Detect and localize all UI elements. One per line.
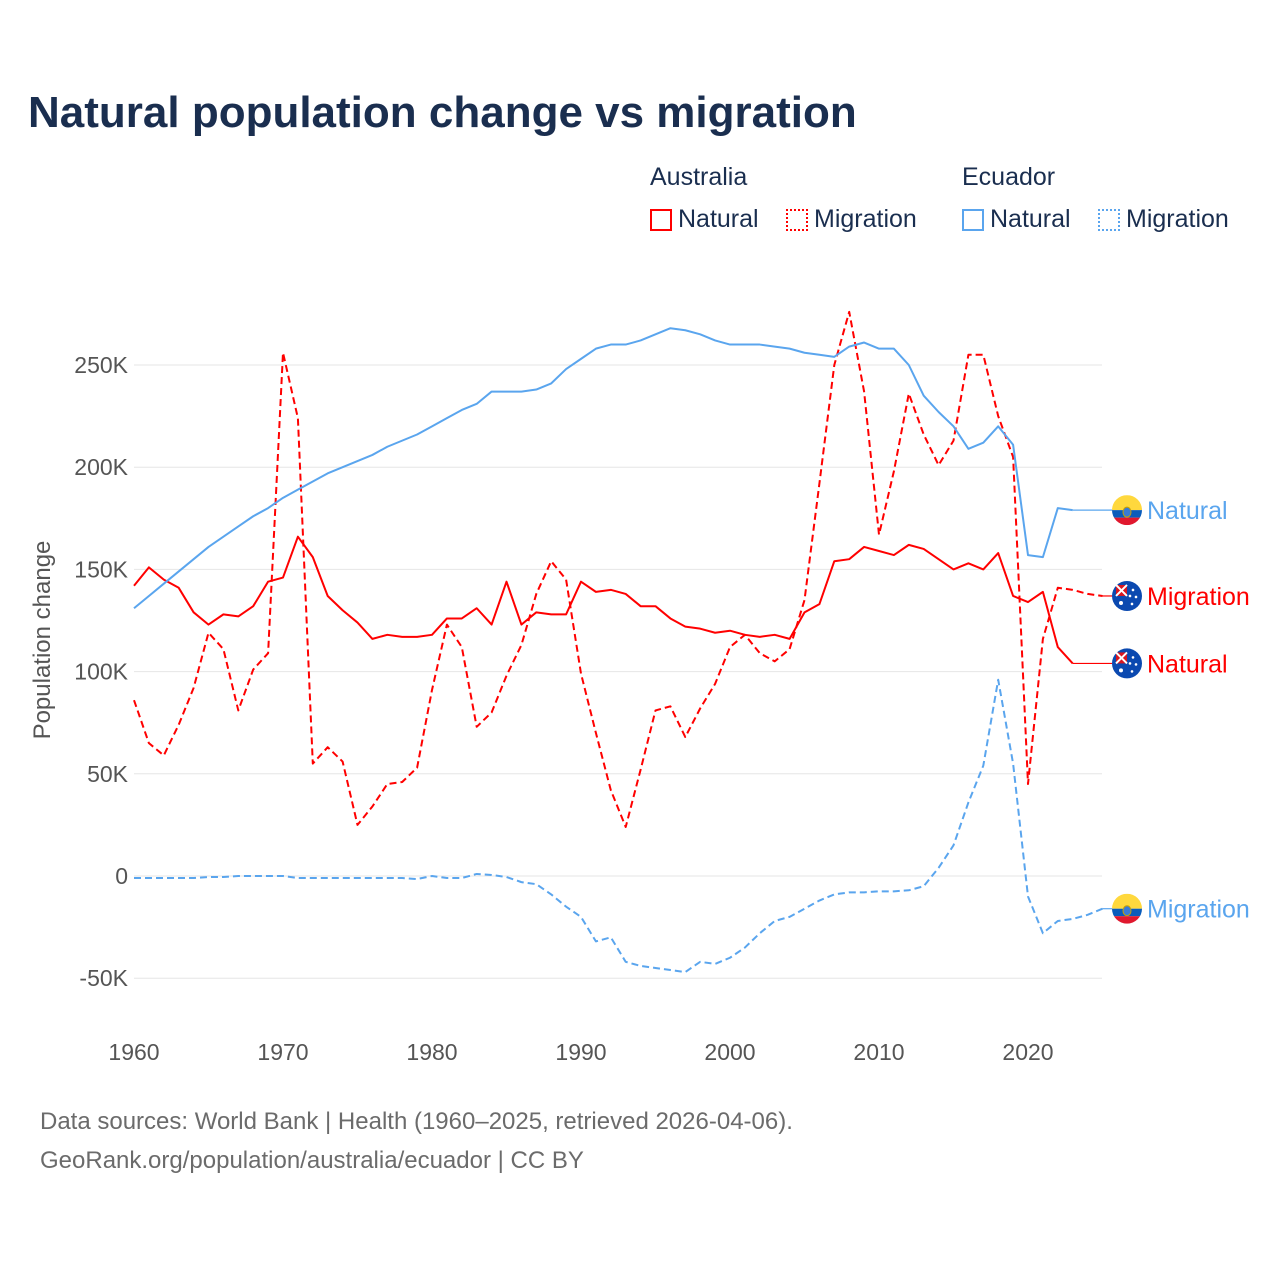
series-line-australia-natural — [133, 535, 1074, 665]
star — [1130, 602, 1134, 606]
ecuador-flag-icon — [1112, 893, 1142, 924]
stripe-red — [1112, 916, 1142, 924]
flag-stripes — [1112, 893, 1142, 924]
x-tick-label: 2000 — [704, 1039, 755, 1065]
x-tick-label: 1980 — [406, 1039, 457, 1065]
union-jack-cross — [1115, 584, 1128, 597]
x-tick-label: 1970 — [257, 1039, 308, 1065]
legend-group-australia: Australia — [650, 163, 748, 191]
footer-sources: Data sources: World Bank | Health (1960–… — [40, 1108, 793, 1135]
series-end-label: Migration — [1147, 896, 1250, 924]
x-tick-label: 1990 — [555, 1039, 606, 1065]
star — [1128, 662, 1132, 665]
y-tick-label: -50K — [79, 965, 128, 991]
star — [1134, 663, 1138, 666]
legend-ecuador-migration[interactable]: Migration — [1098, 205, 1229, 234]
y-tick-label: 250K — [74, 352, 128, 378]
australia-flag-icon — [1112, 580, 1142, 611]
series-end-label: Migration — [1147, 583, 1250, 611]
y-tick-label: 100K — [74, 659, 128, 685]
series-end-label: Natural — [1147, 497, 1228, 525]
star — [1130, 670, 1134, 673]
legend-swatch-dotted — [1098, 208, 1120, 231]
legend-group-ecuador: Ecuador — [962, 163, 1056, 191]
y-tick-label: 150K — [74, 556, 128, 582]
coat-of-arms — [1122, 506, 1132, 518]
ecuador-flag-icon — [1112, 495, 1142, 526]
series-line-australia-migration — [133, 310, 1103, 828]
union-jack-cross — [1115, 651, 1128, 665]
star — [1131, 656, 1135, 659]
flag-stripes — [1112, 495, 1142, 526]
x-tick-label: 2020 — [1002, 1039, 1053, 1065]
star — [1119, 668, 1123, 673]
series-line-ecuador-migration — [134, 678, 1103, 974]
legend-label: Natural — [678, 205, 759, 233]
star — [1131, 588, 1135, 592]
legend-label: Migration — [814, 205, 917, 233]
stripe-yellow — [1112, 495, 1142, 511]
coat-of-arms — [1122, 905, 1132, 917]
legend-swatch-dotted — [786, 208, 808, 231]
stripe-red — [1112, 517, 1142, 526]
legend-australia-natural[interactable]: Natural — [650, 205, 759, 234]
star — [1119, 600, 1123, 605]
star — [1134, 595, 1138, 599]
star — [1128, 594, 1132, 598]
legend-australia-migration[interactable]: Migration — [786, 205, 917, 234]
x-tick-label: 1960 — [108, 1039, 159, 1065]
footer-link[interactable]: GeoRank.org/population/australia/ecuador… — [40, 1147, 584, 1174]
legend-label: Migration — [1126, 205, 1229, 233]
series-line-ecuador-natural — [133, 327, 1073, 610]
legend-ecuador-natural[interactable]: Natural — [962, 205, 1071, 234]
australia-flag-icon — [1112, 648, 1142, 679]
legend-swatch-solid — [962, 208, 984, 231]
x-tick-label: 2010 — [853, 1039, 904, 1065]
chart-title: Natural population change vs migration — [28, 88, 857, 137]
legend-label: Natural — [990, 205, 1071, 233]
y-tick-label: 0 — [115, 863, 128, 889]
stripe-yellow — [1112, 893, 1142, 909]
y-tick-label: 50K — [87, 761, 129, 787]
legend-swatch-solid — [650, 208, 672, 231]
y-tick-label: 200K — [74, 454, 128, 480]
series-end-label: Natural — [1147, 650, 1228, 678]
y-axis-label: Population change — [29, 541, 56, 740]
